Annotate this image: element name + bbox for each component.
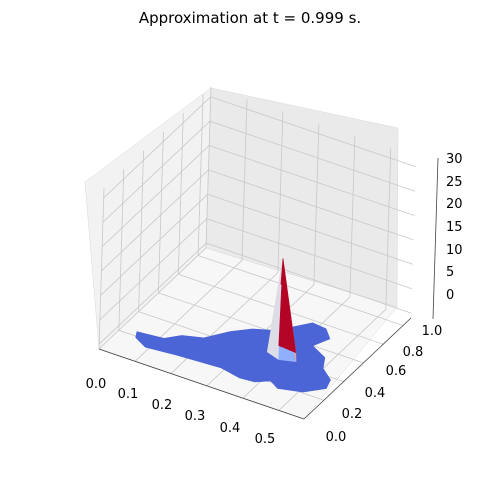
- z-tick-label: 5: [446, 265, 454, 280]
- z-tick-label: 15: [446, 220, 463, 235]
- z-axis-line: [432, 157, 439, 320]
- grid-line: [98, 86, 212, 350]
- grid-line: [197, 94, 404, 326]
- y-tick-label: 0.0: [326, 430, 347, 445]
- y-axis-line: [303, 317, 412, 420]
- chart-title: Approximation at t = 0.999 s.: [139, 9, 361, 27]
- grid-line: [134, 99, 248, 362]
- y-axis-ticks: 0.0 0.2 0.4 0.6 0.8 1.0: [326, 324, 443, 445]
- y-tick-label: 0.4: [365, 386, 386, 401]
- z-tick-label: 0: [446, 288, 454, 303]
- grid-line: [98, 242, 412, 345]
- grid-line: [102, 120, 416, 223]
- z-tick-label: 10: [446, 243, 463, 258]
- y-tick-label: 1.0: [422, 324, 443, 339]
- axis-lines: [98, 157, 439, 420]
- z-axis-ticks: 0 5 10 15 20 25 30: [446, 152, 463, 303]
- x-tick-label: 0.0: [86, 377, 107, 392]
- x-tick-label: 0.4: [220, 421, 241, 436]
- y-tick-label: 0.6: [386, 364, 407, 379]
- y-tick-label: 0.8: [403, 345, 424, 360]
- z-tick-label: 25: [446, 175, 463, 190]
- grid-line: [100, 193, 413, 296]
- y-tick-label: 0.2: [342, 407, 363, 422]
- z-tick-label: 20: [446, 197, 463, 212]
- x-tick-label: 0.1: [118, 387, 139, 402]
- grid-line: [103, 96, 416, 199]
- grid-line: [177, 113, 384, 345]
- surface-peak-tip: [280, 258, 286, 289]
- grid-line: [101, 169, 414, 272]
- x-tick-label: 0.5: [255, 432, 276, 447]
- x-axis-line: [98, 348, 305, 420]
- x-axis-ticks: 0.0 0.1 0.2 0.3 0.4 0.5: [86, 377, 276, 447]
- z-tick-label: 30: [446, 152, 463, 167]
- grid-line: [101, 145, 415, 247]
- surface: [135, 258, 331, 393]
- grid-line: [99, 218, 413, 320]
- x-tick-label: 0.2: [152, 398, 173, 413]
- x-tick-label: 0.3: [185, 409, 206, 424]
